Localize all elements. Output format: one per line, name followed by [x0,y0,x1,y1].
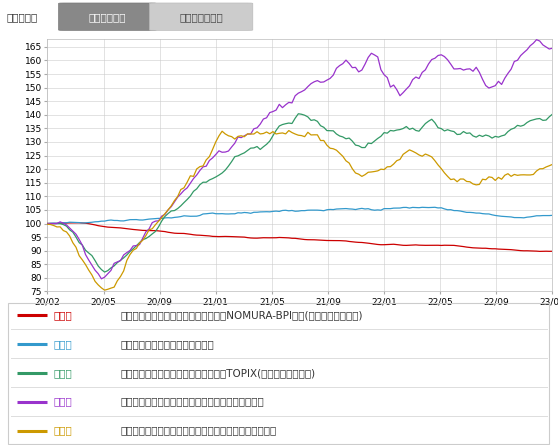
Text: 野村国内債券インデックスファンド・NOMURA-BPI総合(確定拠出年金向け): 野村国内債券インデックスファンド・NOMURA-BPI総合(確定拠出年金向け) [121,310,363,320]
Text: ３年（週次）: ３年（週次） [89,12,126,22]
Text: 赤線：: 赤線： [54,310,73,320]
Text: 青線：: 青線： [54,339,73,349]
Text: ＤＩＡＭ新興国株式インデックスファンド＜ＤＣ年金＞: ＤＩＡＭ新興国株式インデックスファンド＜ＤＣ年金＞ [121,425,277,436]
Text: みずほ信託銀行　外国株式インデックスファンドＳ: みずほ信託銀行 外国株式インデックスファンドＳ [121,396,264,407]
Text: 表示期間：: 表示期間： [7,12,38,22]
Text: 緑線：: 緑線： [54,368,73,378]
Text: 黄線：: 黄線： [54,425,73,436]
FancyBboxPatch shape [59,3,156,30]
Text: ＤＣダイワ外国債券インデックス: ＤＣダイワ外国債券インデックス [121,339,214,349]
FancyBboxPatch shape [150,3,253,30]
Text: 紫線：: 紫線： [54,396,73,407]
Text: １０年（月次）: １０年（月次） [179,12,223,22]
Text: 野村国内株式インデックスファンド・TOPIX(確定拠出年金向け): 野村国内株式インデックスファンド・TOPIX(確定拠出年金向け) [121,368,315,378]
